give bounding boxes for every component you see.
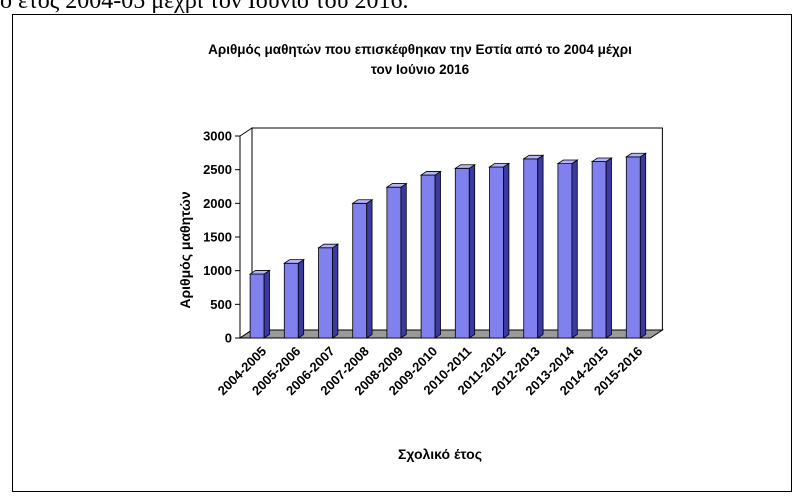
bar-top: [351, 199, 374, 204]
y-axis-ticks: 0 500 1000 1500 2000 2500 3000: [203, 129, 240, 346]
bar: [590, 157, 613, 339]
y-axis-label: Αριθμός μαθητών: [177, 191, 193, 308]
bar-side: [332, 243, 339, 339]
bar-top: [317, 243, 340, 249]
bar: [282, 258, 306, 339]
bar: [248, 269, 271, 339]
bar: [453, 163, 477, 339]
top-text-fragment: ο έτος 2004-05 μέχρι τον Ιούνιο του 2016…: [0, 0, 409, 14]
chart-title-line-1: Αριθμός μαθητών που επισκέφθηκαν την Εστ…: [208, 42, 632, 57]
bar-front: [523, 158, 539, 339]
bar-front: [625, 156, 641, 339]
bar-side: [434, 170, 441, 339]
y-tick-label: 0: [225, 331, 232, 346]
bar-front: [420, 174, 436, 339]
bar-front: [557, 163, 573, 339]
bar-side: [297, 258, 305, 339]
bar-side: [537, 154, 544, 339]
bar-top: [248, 270, 271, 275]
y-tick-label: 1000: [203, 263, 232, 278]
bar-top: [590, 157, 613, 162]
bar-top: [488, 162, 511, 168]
bar-side: [400, 182, 407, 339]
chart-title-line-2: τον Ιούνιο 2016: [371, 62, 470, 77]
y-tick-label: 2500: [203, 162, 232, 177]
bar: [351, 198, 374, 339]
floor: [238, 329, 665, 339]
bar-front: [489, 166, 504, 339]
y-tick-label: 500: [210, 297, 232, 312]
bar: [488, 162, 511, 339]
bar-front: [591, 161, 607, 339]
bar: [385, 182, 408, 339]
bar-side: [571, 159, 578, 339]
y-tick-label: 2000: [203, 196, 232, 211]
bar-side: [366, 198, 373, 339]
bar-top: [624, 152, 648, 158]
bar-top: [385, 183, 408, 188]
bar-front: [318, 247, 333, 339]
bar-front: [454, 167, 470, 339]
bar: [556, 159, 579, 339]
bar: [317, 243, 340, 339]
bar-top: [522, 154, 545, 160]
bar-front: [249, 273, 265, 339]
bar-front: [283, 262, 299, 339]
bars: [248, 152, 648, 339]
bar: [624, 152, 648, 339]
y-tick-label: 3000: [203, 129, 232, 144]
x-axis-ticks: 2004-20052005-20062006-20072007-20082008…: [215, 343, 646, 398]
y-tick-label: 1500: [203, 230, 232, 245]
bar: [419, 170, 442, 339]
bar: [522, 154, 545, 339]
bar-top: [282, 259, 306, 264]
bar-side: [263, 269, 270, 339]
bar-front: [352, 202, 368, 339]
bar-side: [468, 163, 476, 339]
bar-side: [503, 162, 510, 339]
bar-side: [605, 157, 612, 339]
bar-side: [639, 152, 647, 339]
bar-top: [556, 159, 579, 165]
bar-front: [386, 186, 402, 339]
bar-top: [419, 171, 442, 176]
x-axis-label: Σχολικό έτος: [398, 446, 482, 462]
bar-top: [453, 164, 477, 169]
